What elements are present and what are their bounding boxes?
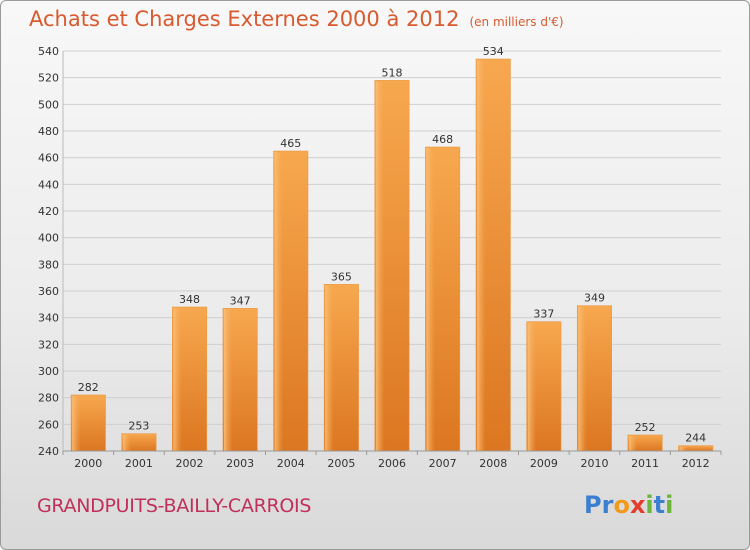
x-tick-label: 2001 <box>125 457 153 470</box>
x-tick-label: 2010 <box>580 457 608 470</box>
y-tick-label: 380 <box>38 258 59 271</box>
bar-highlight <box>477 60 486 451</box>
y-tick-label: 360 <box>38 285 59 298</box>
y-tick-label: 300 <box>38 365 59 378</box>
y-axis: 240 260 280 300 320 340 360 380 400 420 440 460 480 5… <box>38 45 64 458</box>
data-label: 347 <box>230 294 251 307</box>
data-label: 282 <box>78 381 99 394</box>
y-tick-label: 480 <box>38 125 59 138</box>
data-label: 244 <box>685 432 706 445</box>
bar-highlight <box>426 148 436 451</box>
y-tick-label: 540 <box>38 45 59 58</box>
proxiti-logo[interactable]: Proxiti <box>584 491 674 519</box>
x-tick-label: 2007 <box>429 457 457 470</box>
x-tick-label: 2004 <box>277 457 305 470</box>
data-label: 337 <box>533 308 554 321</box>
y-tick-label: 400 <box>38 232 59 245</box>
data-label: 349 <box>584 292 605 305</box>
y-tick-label: 520 <box>38 72 59 85</box>
bar-highlight <box>578 306 587 451</box>
bar-highlight <box>527 322 537 451</box>
x-tick-label: 2003 <box>226 457 254 470</box>
x-tick-label: 2009 <box>530 457 558 470</box>
data-label: 348 <box>179 293 200 306</box>
chart-title: Achats et Charges Externes 2000 à 2012 (e… <box>29 7 564 31</box>
bars: 282 253 348 347 465 365 518 468 534 337 349 252 244 <box>70 45 714 452</box>
bar-highlight <box>223 309 233 451</box>
bar-highlight <box>628 436 638 451</box>
x-tick-label: 2005 <box>327 457 355 470</box>
y-tick-label: 320 <box>38 338 59 351</box>
x-tick-label: 2012 <box>682 457 710 470</box>
y-tick-label: 240 <box>38 445 59 458</box>
data-label: 465 <box>280 137 301 150</box>
data-label: 253 <box>128 420 149 433</box>
data-label: 518 <box>382 66 403 79</box>
x-axis: 2000 2001 2002 2003 2004 2005 2006 2007 2008 2009… <box>62 450 722 470</box>
y-tick-label: 340 <box>38 312 59 325</box>
x-tick-label: 2006 <box>378 457 406 470</box>
bar-highlight <box>122 434 132 451</box>
bar-highlight <box>325 285 334 451</box>
bar-highlight <box>375 81 385 451</box>
bar-highlight <box>679 446 689 451</box>
y-tick-label: 260 <box>38 418 59 431</box>
y-tick-label: 500 <box>38 98 59 111</box>
chart-title-text: Achats et Charges Externes 2000 à 2012 <box>29 7 460 31</box>
data-label: 365 <box>331 270 352 283</box>
data-label: 534 <box>483 45 504 58</box>
x-tick-label: 2011 <box>631 457 659 470</box>
x-tick-label: 2008 <box>479 457 507 470</box>
data-label: 468 <box>432 133 453 146</box>
x-tick-label: 2002 <box>176 457 204 470</box>
commune-name: GRANDPUITS-BAILLY-CARROIS <box>37 495 312 517</box>
chart-subtitle: (en milliers d'€) <box>469 15 564 29</box>
x-tick-label: 2000 <box>74 457 102 470</box>
y-tick-label: 460 <box>38 152 59 165</box>
bar-highlight <box>173 308 182 451</box>
bar-highlight <box>274 152 284 451</box>
y-tick-label: 420 <box>38 205 59 218</box>
bar-highlight <box>72 396 81 451</box>
y-tick-label: 280 <box>38 392 59 405</box>
data-label: 252 <box>635 421 656 434</box>
y-tick-label: 440 <box>38 178 59 191</box>
